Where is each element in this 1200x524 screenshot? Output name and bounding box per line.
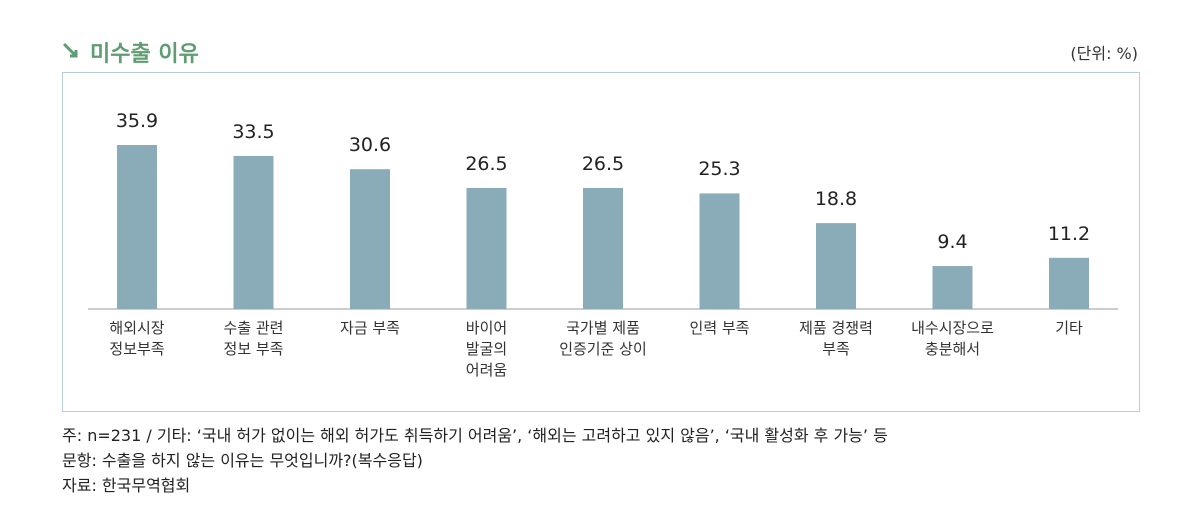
bar (699, 193, 740, 309)
value-label: 26.5 (581, 152, 625, 175)
x-tick-label: 제품 경쟁력 부족 (799, 319, 873, 358)
note: 자료: 한국무역협회 (62, 476, 191, 495)
bar (466, 187, 507, 309)
value-label: 33.5 (232, 120, 275, 143)
x-tick-label: 인력 부족 (689, 319, 750, 337)
note: 주: n=231 / 기타: ‘국내 허가 없이는 해외 허가도 취득하기 어려… (62, 426, 888, 445)
title-icon (62, 42, 78, 58)
unit-label: (단위: %) (1070, 44, 1138, 63)
x-tick-label: 내수시장으로 충분해서 (911, 319, 994, 358)
chart-title: 미수출 이유 (90, 42, 199, 67)
bar (1049, 257, 1089, 309)
bar (233, 155, 274, 309)
x-tick-label: 해외시장 정보부족 (109, 319, 165, 358)
x-tick-label: 국가별 제품 인증기준 상이 (559, 319, 647, 358)
bar (583, 187, 623, 309)
bar (932, 266, 973, 309)
value-label: 26.5 (465, 152, 508, 175)
value-label: 9.4 (937, 231, 968, 254)
value-label: 30.6 (348, 134, 392, 157)
value-label: 25.3 (698, 158, 741, 181)
x-tick-label: 수출 관련 정보 부족 (223, 319, 284, 358)
value-label: 18.8 (814, 188, 858, 211)
x-tick-label: 자금 부족 (340, 319, 400, 337)
bar (117, 145, 157, 309)
value-label: 35.9 (115, 110, 159, 132)
value-label: 11.2 (1047, 222, 1091, 245)
bar (816, 223, 856, 309)
x-tick-label: 바이어 발굴의 어려움 (465, 319, 508, 379)
bar (350, 169, 390, 309)
chart-frame (62, 72, 1140, 412)
x-tick-label: 기타 (1055, 319, 1083, 337)
note: 문항: 수출을 하지 않는 이유는 무엇입니까?(복수응답) (62, 451, 423, 470)
